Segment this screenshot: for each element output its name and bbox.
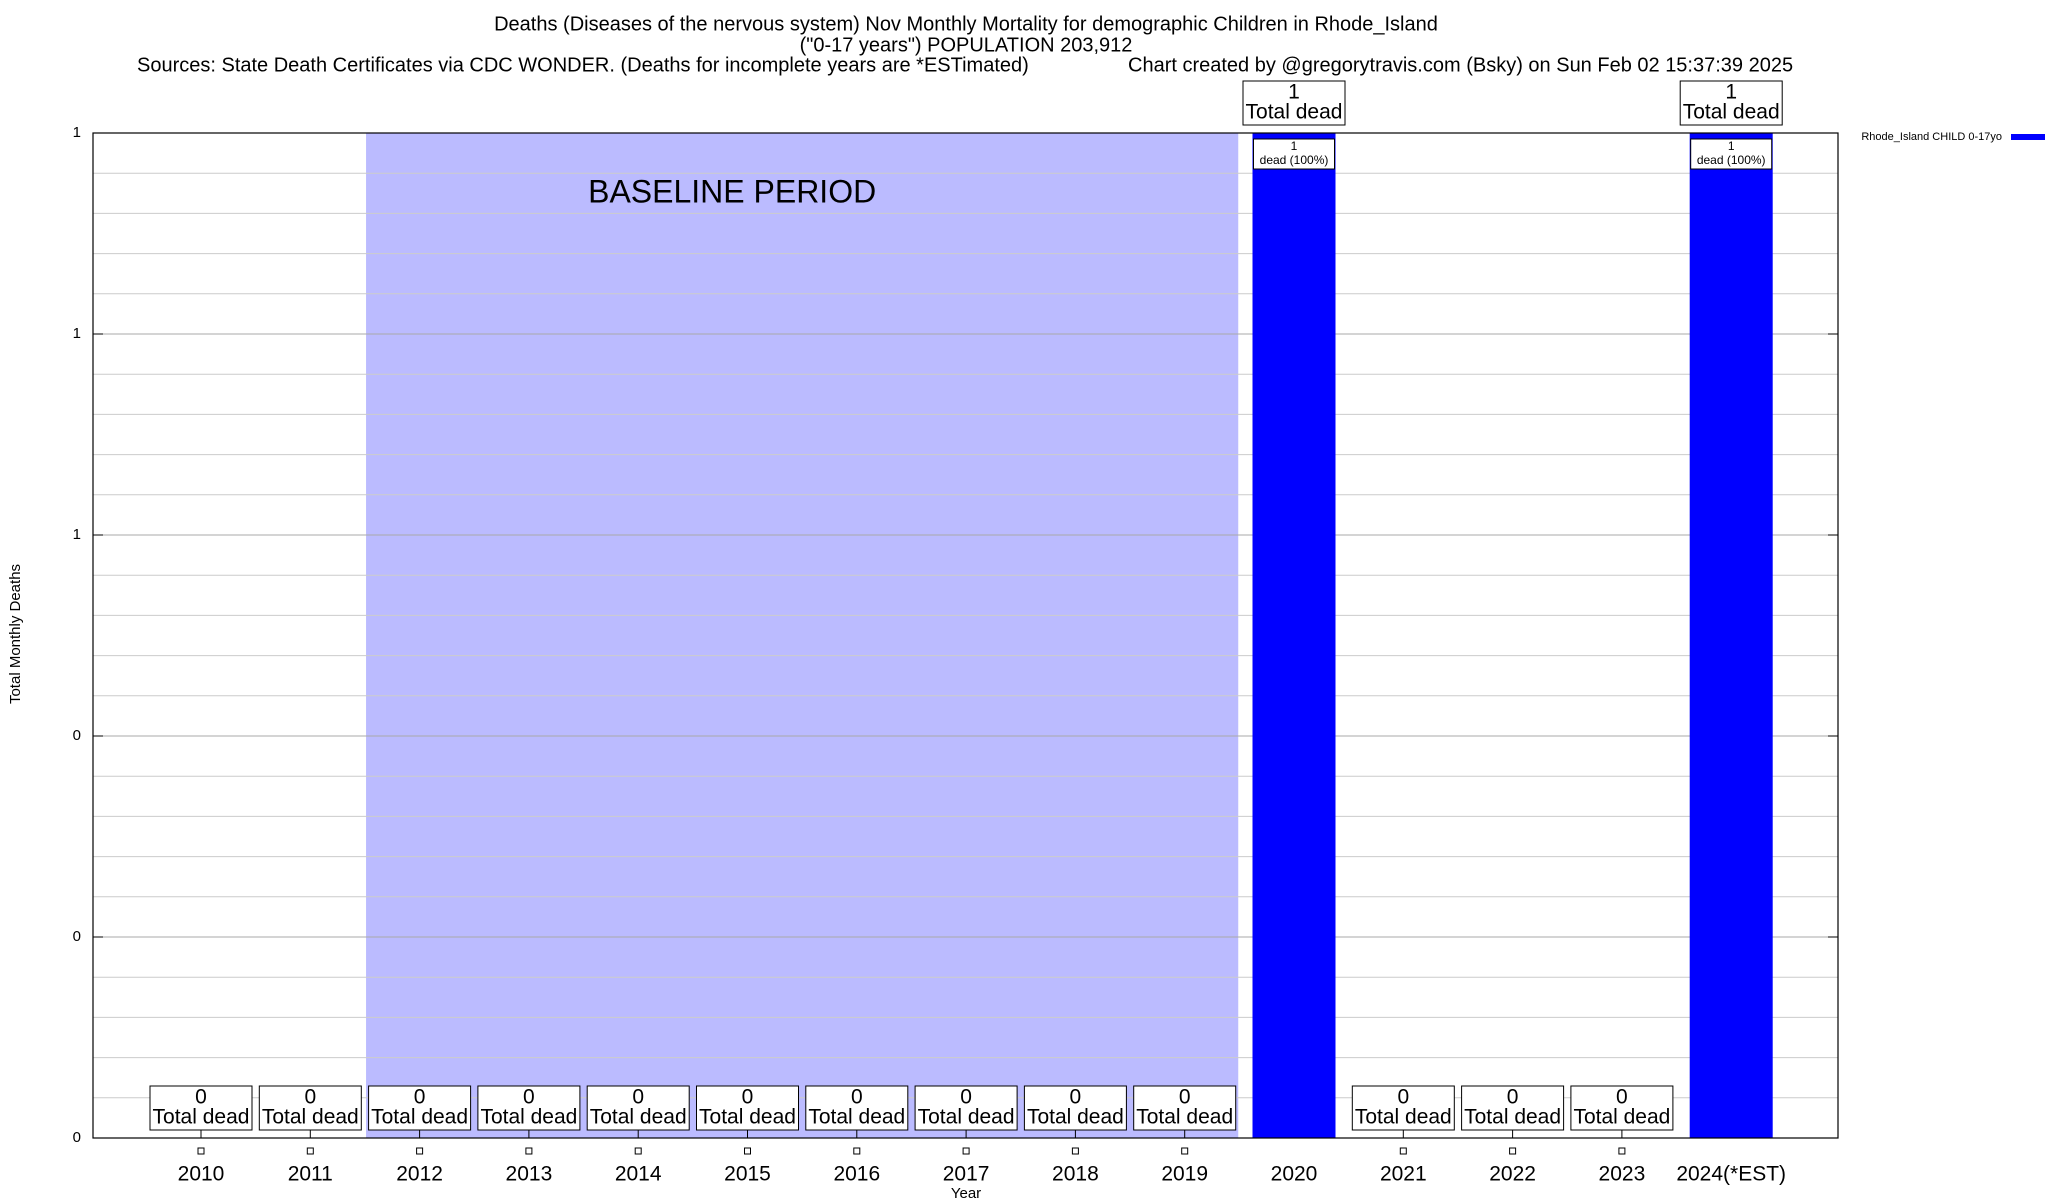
y-tick-label: 1 bbox=[73, 124, 81, 141]
x-tick-label: 2017 bbox=[943, 1163, 990, 1186]
total-label: Total dead bbox=[480, 1106, 577, 1129]
zero-marker bbox=[197, 1147, 205, 1155]
y-tick-label: 0 bbox=[73, 928, 81, 945]
y-tick-label: 1 bbox=[73, 526, 81, 543]
bar bbox=[1252, 133, 1336, 1138]
total-label-box bbox=[586, 1085, 690, 1131]
total-label: Total dead bbox=[699, 1106, 796, 1129]
segment-value-label: 1 bbox=[1728, 139, 1735, 153]
baseline-label: BASELINE PERIOD bbox=[588, 173, 876, 209]
total-value-label: 1 bbox=[1288, 81, 1300, 104]
zero-marker bbox=[1618, 1147, 1626, 1155]
total-label: Total dead bbox=[153, 1106, 250, 1129]
zero-marker bbox=[1399, 1147, 1407, 1155]
total-value-label: 0 bbox=[1507, 1086, 1519, 1109]
y-tick-label: 0 bbox=[73, 727, 81, 744]
x-tick-label: 2022 bbox=[1489, 1163, 1536, 1186]
total-label-box bbox=[1679, 80, 1783, 126]
y-tick-label: 1 bbox=[73, 325, 81, 342]
total-value-label: 0 bbox=[1070, 1086, 1082, 1109]
chart-title: Deaths (Diseases of the nervous system) … bbox=[494, 13, 1438, 35]
total-value-label: 0 bbox=[960, 1086, 972, 1109]
total-value-label: 1 bbox=[1725, 81, 1737, 104]
segment-label: dead (100%) bbox=[1260, 153, 1329, 167]
x-tick-label: 2013 bbox=[506, 1163, 553, 1186]
total-label-box bbox=[368, 1085, 472, 1131]
chart-subtitle: ("0-17 years") POPULATION 203,912 bbox=[800, 34, 1133, 56]
zero-marker bbox=[416, 1147, 424, 1155]
x-tick-label: 2011 bbox=[288, 1163, 333, 1186]
total-label: Total dead bbox=[371, 1106, 468, 1129]
zero-marker bbox=[1181, 1147, 1189, 1155]
total-label: Total dead bbox=[808, 1106, 905, 1129]
total-label-box bbox=[696, 1085, 799, 1131]
total-label-box bbox=[1461, 1085, 1565, 1131]
total-label-box bbox=[914, 1085, 1018, 1131]
zero-marker bbox=[853, 1147, 861, 1155]
total-label-box bbox=[1023, 1085, 1127, 1131]
bar bbox=[1689, 133, 1773, 1138]
legend-label: Rhode_Island CHILD 0-17yo bbox=[1861, 131, 2002, 143]
total-value-label: 0 bbox=[523, 1086, 535, 1109]
x-tick-label: 2023 bbox=[1599, 1163, 1646, 1186]
total-label: Total dead bbox=[1464, 1106, 1561, 1129]
total-value-label: 0 bbox=[195, 1086, 207, 1109]
total-value-label: 0 bbox=[414, 1086, 426, 1109]
credit-note: Chart created by @gregorytravis.com (Bsk… bbox=[1128, 54, 1793, 76]
total-label: Total dead bbox=[262, 1106, 359, 1129]
total-label: Total dead bbox=[1246, 101, 1343, 124]
total-label: Total dead bbox=[1027, 1106, 1124, 1129]
x-tick-label: 2014 bbox=[615, 1163, 662, 1186]
total-label-box bbox=[1133, 1085, 1237, 1131]
total-label-box bbox=[149, 1085, 253, 1131]
legend-swatch bbox=[2011, 134, 2045, 140]
zero-marker bbox=[525, 1147, 533, 1155]
total-label: Total dead bbox=[1573, 1106, 1670, 1129]
segment-value-label: 1 bbox=[1291, 139, 1298, 153]
total-value-label: 0 bbox=[1179, 1086, 1191, 1109]
total-value-label: 0 bbox=[1616, 1086, 1628, 1109]
x-tick-label: 2020 bbox=[1271, 1163, 1318, 1186]
total-label-box bbox=[1351, 1085, 1455, 1131]
zero-marker bbox=[962, 1147, 970, 1155]
x-tick-label: 2021 bbox=[1380, 1163, 1427, 1186]
x-tick-label: 2012 bbox=[396, 1163, 443, 1186]
total-label: Total dead bbox=[590, 1106, 687, 1129]
x-axis-label: Year bbox=[951, 1185, 981, 1200]
x-tick-label: 2016 bbox=[833, 1163, 880, 1186]
total-label: Total dead bbox=[1683, 101, 1780, 124]
total-label: Total dead bbox=[1136, 1106, 1233, 1129]
y-axis-label: Total Monthly Deaths bbox=[7, 564, 24, 704]
total-value-label: 0 bbox=[742, 1086, 754, 1109]
total-label-box bbox=[1570, 1085, 1674, 1131]
zero-marker bbox=[744, 1147, 751, 1155]
segment-label-box bbox=[1253, 138, 1335, 170]
plot-frame bbox=[92, 132, 1839, 1139]
total-label-box bbox=[258, 1085, 362, 1131]
baseline-region bbox=[366, 133, 1239, 1138]
total-label-box bbox=[1242, 80, 1346, 126]
source-note: Sources: State Death Certificates via CD… bbox=[137, 54, 1029, 76]
segment-label-box bbox=[1690, 138, 1773, 170]
total-label: Total dead bbox=[1355, 1106, 1452, 1129]
x-tick-label: 2010 bbox=[178, 1163, 225, 1186]
total-value-label: 0 bbox=[1397, 1086, 1409, 1109]
total-label-box bbox=[477, 1085, 581, 1131]
x-tick-label: 2018 bbox=[1052, 1163, 1099, 1186]
segment-label: dead (100%) bbox=[1697, 153, 1766, 167]
total-value-label: 0 bbox=[304, 1086, 316, 1109]
total-value-label: 0 bbox=[632, 1086, 644, 1109]
x-tick-label: 2015 bbox=[724, 1163, 771, 1186]
total-label: Total dead bbox=[918, 1106, 1015, 1129]
x-tick-label: 2019 bbox=[1161, 1163, 1208, 1186]
zero-marker bbox=[1071, 1147, 1079, 1155]
zero-marker bbox=[634, 1147, 642, 1155]
total-label-box bbox=[805, 1085, 909, 1131]
x-tick-label: 2024(*EST) bbox=[1676, 1163, 1786, 1186]
y-tick-label: 0 bbox=[73, 1129, 81, 1146]
total-value-label: 0 bbox=[851, 1086, 863, 1109]
zero-marker bbox=[306, 1147, 314, 1155]
zero-marker bbox=[1509, 1147, 1517, 1155]
